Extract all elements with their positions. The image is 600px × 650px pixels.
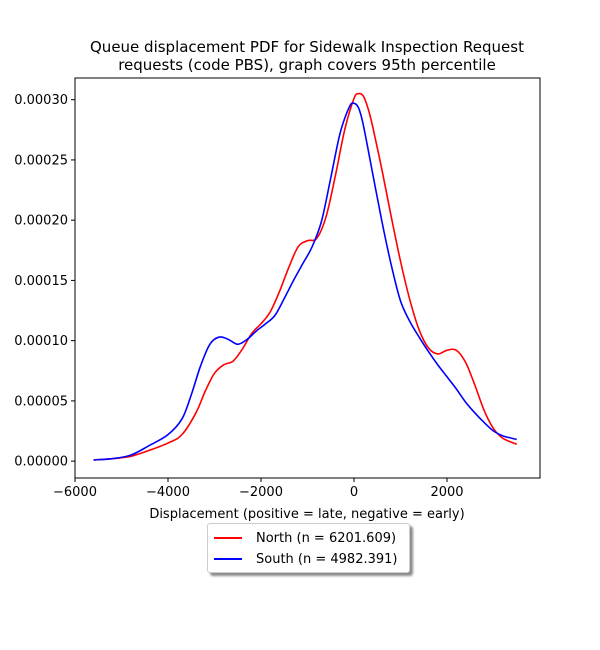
axes-frame (74, 77, 541, 479)
legend-entry-north: North (n = 6201.609) (208, 528, 396, 548)
x-tick-label: −6000 (53, 485, 97, 500)
x-tick-label: −2000 (239, 485, 283, 500)
y-tick-label: 0.00025 (14, 153, 68, 168)
y-tick-label: 0.00005 (14, 394, 68, 409)
chart-title-line2: requests (code PBS), graph covers 95th p… (118, 56, 496, 74)
y-tick-label: 0.00030 (14, 93, 68, 108)
x-tick-label: 0 (350, 485, 358, 500)
series-line-south (93, 102, 517, 461)
legend-label-south: South (n = 4982.391) (256, 551, 398, 567)
y-tick-label: 0.00010 (14, 334, 68, 349)
y-axis: 0.00000 0.00005 0.00010 0.00015 0.00020 0.000… (14, 93, 75, 470)
legend-label-north: North (n = 6201.609) (256, 530, 397, 546)
legend: North (n = 6201.609) South (n = 4982.391… (207, 523, 410, 573)
x-axis-label: Displacement (positive = late, negative … (149, 507, 464, 522)
legend-entry-south: South (n = 4982.391) (208, 549, 397, 569)
legend-swatch-north (214, 537, 242, 539)
x-axis: −6000 −4000 −2000 0 2000 (53, 478, 464, 500)
plot-area (93, 92, 518, 461)
legend-swatch-south (214, 558, 242, 560)
y-tick-label: 0.00000 (14, 455, 68, 470)
chart-title-line1: Queue displacement PDF for Sidewalk Insp… (90, 38, 524, 56)
x-tick-label: −4000 (146, 485, 190, 500)
series-line-north (93, 92, 518, 461)
y-tick-label: 0.00015 (14, 274, 68, 289)
y-tick-label: 0.00020 (14, 214, 68, 229)
x-tick-label: 2000 (430, 485, 463, 500)
